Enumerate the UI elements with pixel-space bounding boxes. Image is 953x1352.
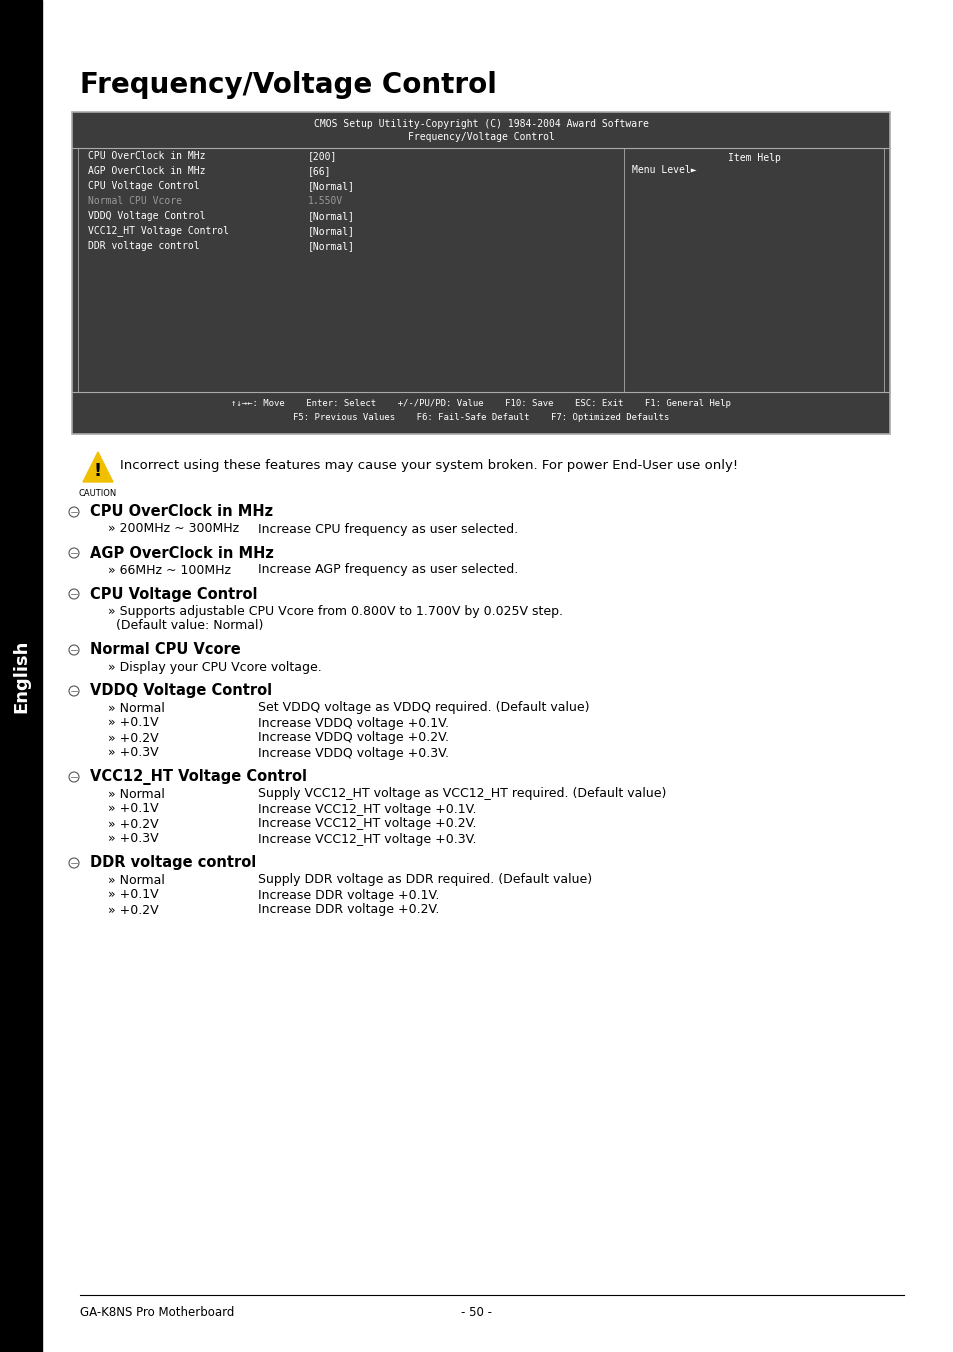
Text: [Normal]: [Normal] <box>308 211 355 220</box>
Text: 1.550V: 1.550V <box>308 196 343 206</box>
Text: Frequency/Voltage Control: Frequency/Voltage Control <box>407 132 554 142</box>
Text: » +0.1V: » +0.1V <box>108 717 158 730</box>
Text: Set VDDQ voltage as VDDQ required. (Default value): Set VDDQ voltage as VDDQ required. (Defa… <box>257 702 589 714</box>
Text: » Normal: » Normal <box>108 702 165 714</box>
Text: » Normal: » Normal <box>108 787 165 800</box>
Text: Increase VDDQ voltage +0.3V.: Increase VDDQ voltage +0.3V. <box>257 746 449 760</box>
Text: » +0.2V: » +0.2V <box>108 731 158 745</box>
Text: CPU OverClock in MHz: CPU OverClock in MHz <box>88 151 205 161</box>
Text: Increase VDDQ voltage +0.2V.: Increase VDDQ voltage +0.2V. <box>257 731 449 745</box>
Text: [Normal]: [Normal] <box>308 226 355 237</box>
Text: F5: Previous Values    F6: Fail-Safe Default    F7: Optimized Defaults: F5: Previous Values F6: Fail-Safe Defaul… <box>293 414 668 422</box>
Text: [Normal]: [Normal] <box>308 181 355 191</box>
Text: (Default value: Normal): (Default value: Normal) <box>108 619 263 633</box>
Text: DDR voltage control: DDR voltage control <box>88 241 199 251</box>
Text: » +0.3V: » +0.3V <box>108 833 158 845</box>
Text: Increase CPU frequency as user selected.: Increase CPU frequency as user selected. <box>257 522 517 535</box>
Text: Supply DDR voltage as DDR required. (Default value): Supply DDR voltage as DDR required. (Def… <box>257 873 592 887</box>
Text: Supply VCC12_HT voltage as VCC12_HT required. (Default value): Supply VCC12_HT voltage as VCC12_HT requ… <box>257 787 666 800</box>
Text: [66]: [66] <box>308 166 331 176</box>
Text: » +0.2V: » +0.2V <box>108 903 158 917</box>
Text: Increase VCC12_HT voltage +0.3V.: Increase VCC12_HT voltage +0.3V. <box>257 833 476 845</box>
Text: VDDQ Voltage Control: VDDQ Voltage Control <box>90 684 272 699</box>
Text: » 200MHz ~ 300MHz: » 200MHz ~ 300MHz <box>108 522 239 535</box>
Text: [200]: [200] <box>308 151 337 161</box>
Text: VDDQ Voltage Control: VDDQ Voltage Control <box>88 211 205 220</box>
Text: CPU Voltage Control: CPU Voltage Control <box>88 181 199 191</box>
Text: ↑↓→←: Move    Enter: Select    +/-/PU/PD: Value    F10: Save    ESC: Exit    F1:: ↑↓→←: Move Enter: Select +/-/PU/PD: Valu… <box>231 399 730 408</box>
Text: [Normal]: [Normal] <box>308 241 355 251</box>
Text: » Display your CPU Vcore voltage.: » Display your CPU Vcore voltage. <box>108 661 321 673</box>
Text: Increase DDR voltage +0.1V.: Increase DDR voltage +0.1V. <box>257 888 439 902</box>
Text: AGP OverClock in MHz: AGP OverClock in MHz <box>90 545 274 561</box>
Text: » +0.3V: » +0.3V <box>108 746 158 760</box>
Text: CMOS Setup Utility-Copyright (C) 1984-2004 Award Software: CMOS Setup Utility-Copyright (C) 1984-20… <box>314 119 648 128</box>
Text: VCC12_HT Voltage Control: VCC12_HT Voltage Control <box>90 769 307 786</box>
Text: Increase VCC12_HT voltage +0.1V.: Increase VCC12_HT voltage +0.1V. <box>257 803 476 815</box>
Text: English: English <box>12 639 30 713</box>
Text: Normal CPU Vcore: Normal CPU Vcore <box>90 642 240 657</box>
Text: » 66MHz ~ 100MHz: » 66MHz ~ 100MHz <box>108 564 231 576</box>
Text: !: ! <box>93 461 102 480</box>
Text: - 50 -: - 50 - <box>461 1306 492 1320</box>
Text: Increase VDDQ voltage +0.1V.: Increase VDDQ voltage +0.1V. <box>257 717 449 730</box>
Polygon shape <box>83 452 112 483</box>
Text: Increase VCC12_HT voltage +0.2V.: Increase VCC12_HT voltage +0.2V. <box>257 818 476 830</box>
Text: » +0.1V: » +0.1V <box>108 803 158 815</box>
Text: GA-K8NS Pro Motherboard: GA-K8NS Pro Motherboard <box>80 1306 234 1320</box>
Text: AGP OverClock in MHz: AGP OverClock in MHz <box>88 166 205 176</box>
Text: » +0.1V: » +0.1V <box>108 888 158 902</box>
Text: VCC12_HT Voltage Control: VCC12_HT Voltage Control <box>88 226 229 237</box>
Text: Normal CPU Vcore: Normal CPU Vcore <box>88 196 182 206</box>
Text: Incorrect using these features may cause your system broken. For power End-User : Incorrect using these features may cause… <box>120 458 738 472</box>
Text: Increase AGP frequency as user selected.: Increase AGP frequency as user selected. <box>257 564 517 576</box>
Text: CAUTION: CAUTION <box>79 488 117 498</box>
Bar <box>0 0 42 1352</box>
Text: CPU Voltage Control: CPU Voltage Control <box>90 587 257 602</box>
Text: » Supports adjustable CPU Vcore from 0.800V to 1.700V by 0.025V step.: » Supports adjustable CPU Vcore from 0.8… <box>108 604 562 618</box>
Bar <box>71 112 889 434</box>
Text: Frequency/Voltage Control: Frequency/Voltage Control <box>80 72 497 99</box>
Text: CPU OverClock in MHz: CPU OverClock in MHz <box>90 504 273 519</box>
Text: » +0.2V: » +0.2V <box>108 818 158 830</box>
Text: Item Help: Item Help <box>727 153 780 164</box>
Text: DDR voltage control: DDR voltage control <box>90 856 256 871</box>
Text: » Normal: » Normal <box>108 873 165 887</box>
Text: Increase DDR voltage +0.2V.: Increase DDR voltage +0.2V. <box>257 903 439 917</box>
Text: Menu Level►: Menu Level► <box>631 165 696 174</box>
